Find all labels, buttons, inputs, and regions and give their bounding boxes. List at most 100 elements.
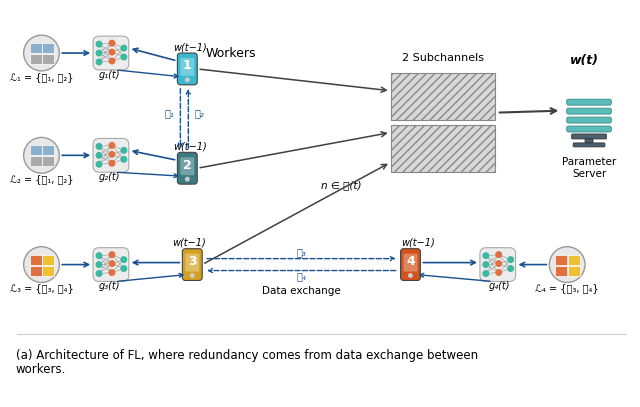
FancyBboxPatch shape xyxy=(177,53,197,85)
FancyBboxPatch shape xyxy=(93,36,129,70)
Text: workers.: workers. xyxy=(16,363,66,376)
Text: 4: 4 xyxy=(406,255,415,268)
FancyBboxPatch shape xyxy=(93,248,129,282)
Bar xyxy=(29,156,42,166)
Bar xyxy=(556,266,567,276)
Bar xyxy=(29,266,42,276)
Circle shape xyxy=(121,45,127,51)
Text: 𝓓₂: 𝓓₂ xyxy=(195,109,204,118)
Text: (a) Architecture of FL, where redundancy comes from data exchange between: (a) Architecture of FL, where redundancy… xyxy=(16,349,478,362)
Text: w(t): w(t) xyxy=(570,55,598,68)
Bar xyxy=(42,156,54,166)
Text: 3: 3 xyxy=(188,255,196,268)
Circle shape xyxy=(185,177,190,182)
Circle shape xyxy=(109,142,115,148)
Circle shape xyxy=(109,160,115,166)
Bar xyxy=(42,43,54,53)
Circle shape xyxy=(96,59,102,65)
Circle shape xyxy=(109,40,115,46)
Circle shape xyxy=(496,252,502,258)
Text: ℒ₂ = {𝓓₁, 𝓓₂}: ℒ₂ = {𝓓₁, 𝓓₂} xyxy=(10,174,73,184)
Bar xyxy=(42,255,54,265)
Text: w(t−1): w(t−1) xyxy=(401,238,435,248)
FancyBboxPatch shape xyxy=(186,254,199,271)
FancyBboxPatch shape xyxy=(566,117,611,123)
Text: w(t−1): w(t−1) xyxy=(173,141,207,151)
Text: g₁(t): g₁(t) xyxy=(98,70,120,80)
Text: w(t−1): w(t−1) xyxy=(173,42,207,52)
Text: n ∈ 𝒵(t): n ∈ 𝒵(t) xyxy=(321,180,362,190)
Text: 2 Subchannels: 2 Subchannels xyxy=(402,53,484,63)
Circle shape xyxy=(96,162,102,167)
Text: g₄(t): g₄(t) xyxy=(489,281,511,291)
Text: Data exchange: Data exchange xyxy=(262,287,340,296)
Circle shape xyxy=(121,157,127,162)
Circle shape xyxy=(496,261,502,266)
Circle shape xyxy=(96,253,102,258)
Circle shape xyxy=(96,262,102,267)
FancyBboxPatch shape xyxy=(566,108,611,114)
Text: w(t−1): w(t−1) xyxy=(172,238,206,248)
Bar xyxy=(390,125,495,172)
FancyBboxPatch shape xyxy=(566,126,611,132)
Bar xyxy=(29,145,42,155)
FancyBboxPatch shape xyxy=(177,152,197,184)
Circle shape xyxy=(96,144,102,149)
Bar xyxy=(568,255,580,265)
Circle shape xyxy=(483,262,489,267)
Circle shape xyxy=(109,252,115,258)
FancyBboxPatch shape xyxy=(93,138,129,172)
Circle shape xyxy=(483,253,489,258)
Circle shape xyxy=(121,148,127,153)
Circle shape xyxy=(109,261,115,266)
FancyBboxPatch shape xyxy=(180,158,195,175)
Circle shape xyxy=(508,266,513,271)
FancyBboxPatch shape xyxy=(182,249,202,280)
Circle shape xyxy=(496,270,502,275)
Text: g₃(t): g₃(t) xyxy=(98,281,120,291)
FancyBboxPatch shape xyxy=(180,58,195,76)
FancyBboxPatch shape xyxy=(404,254,417,271)
Circle shape xyxy=(109,58,115,64)
Circle shape xyxy=(121,266,127,271)
Circle shape xyxy=(483,271,489,276)
Circle shape xyxy=(185,77,190,82)
FancyBboxPatch shape xyxy=(566,99,611,105)
Circle shape xyxy=(96,42,102,47)
FancyBboxPatch shape xyxy=(572,134,606,139)
Circle shape xyxy=(96,50,102,56)
Bar xyxy=(42,54,54,64)
Circle shape xyxy=(109,270,115,275)
FancyBboxPatch shape xyxy=(573,143,605,147)
Circle shape xyxy=(24,35,60,71)
Text: ℒ₃ = {𝓓₃, 𝓓₄}: ℒ₃ = {𝓓₃, 𝓓₄} xyxy=(10,283,74,293)
Bar xyxy=(390,73,495,120)
Text: 𝓓₄: 𝓓₄ xyxy=(296,271,307,282)
FancyBboxPatch shape xyxy=(585,139,593,143)
Text: 𝓓₁: 𝓓₁ xyxy=(164,109,175,118)
Text: Workers: Workers xyxy=(205,46,255,59)
Circle shape xyxy=(24,247,60,282)
Text: Parameter
Server: Parameter Server xyxy=(562,158,616,179)
FancyBboxPatch shape xyxy=(401,249,420,280)
Bar xyxy=(42,266,54,276)
Circle shape xyxy=(190,273,195,278)
Bar xyxy=(556,255,567,265)
Circle shape xyxy=(24,138,60,173)
Circle shape xyxy=(121,257,127,263)
Bar xyxy=(42,145,54,155)
FancyBboxPatch shape xyxy=(480,248,516,282)
Text: ℒ₁ = {𝓓₁, 𝓓₂}: ℒ₁ = {𝓓₁, 𝓓₂} xyxy=(10,72,73,82)
Text: ℒ₄ = {𝓓₃, 𝓓₄}: ℒ₄ = {𝓓₃, 𝓓₄} xyxy=(536,283,599,293)
Text: 𝓓₃: 𝓓₃ xyxy=(296,248,307,258)
Circle shape xyxy=(121,54,127,60)
Circle shape xyxy=(408,273,413,278)
Bar xyxy=(29,43,42,53)
Circle shape xyxy=(109,151,115,157)
Circle shape xyxy=(549,247,585,282)
Text: 1: 1 xyxy=(183,59,192,72)
Bar xyxy=(29,255,42,265)
Circle shape xyxy=(109,49,115,55)
Text: g₂(t): g₂(t) xyxy=(98,172,120,182)
Bar xyxy=(29,54,42,64)
